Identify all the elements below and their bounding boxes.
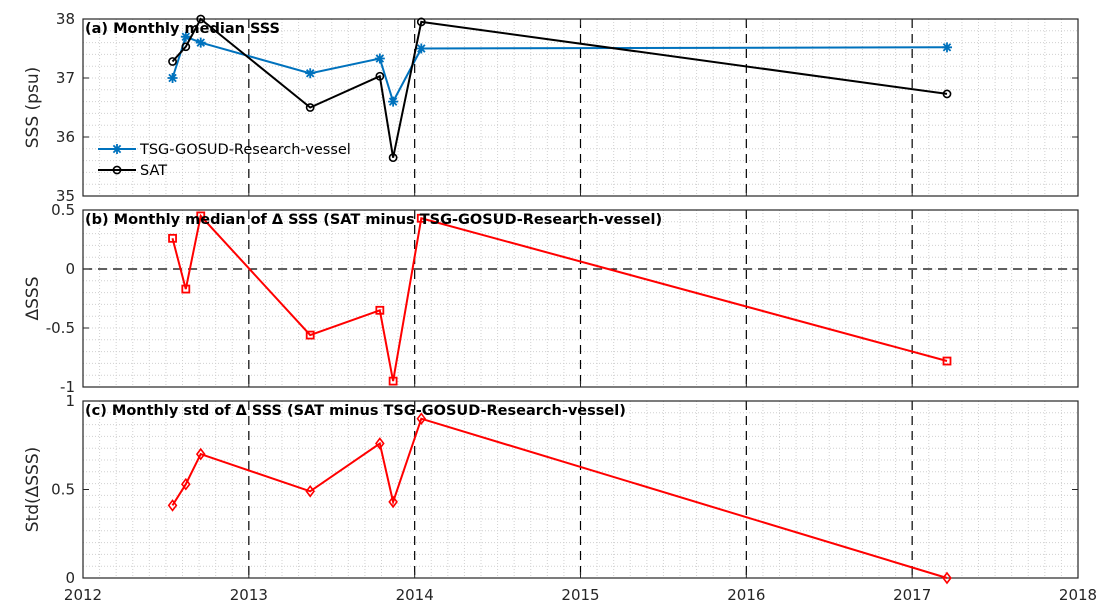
data-point (388, 376, 398, 386)
y-tick-label: 0.5 (51, 481, 75, 499)
data-point (305, 68, 316, 79)
data-point (942, 356, 952, 366)
panel-title: (c) Monthly std of Δ SSS (SAT minus TSG-… (85, 403, 626, 419)
grid-lines (83, 401, 1078, 578)
y-tick-label: -0.5 (46, 319, 75, 337)
data-point (167, 499, 178, 512)
panel-3: 2012 2013 2014 2015 2016 2017 2018 0 0.5 1 Std(ΔSS… (23, 392, 1097, 604)
series-line (171, 417, 948, 579)
panel-title: (b) Monthly median of Δ SSS (SAT minus T… (85, 212, 662, 228)
data-point (416, 412, 427, 426)
data-point (168, 57, 177, 66)
y-tick-label: 38 (56, 10, 75, 28)
data-point (195, 37, 206, 48)
legend: TSG-GOSUD-Research-vessel SAT (98, 142, 351, 179)
data-point (181, 477, 191, 491)
grid-lines (83, 19, 1078, 196)
series-tsg-gosud-research-vessel (167, 31, 952, 107)
data-point (416, 213, 426, 223)
x-tick-label: 2018 (1059, 586, 1097, 604)
data-point (388, 495, 398, 509)
data-point (196, 211, 206, 221)
data-point (375, 437, 385, 450)
panel-title: (a) Monthly median SSS (85, 21, 280, 37)
x-tick-label: 2014 (396, 586, 434, 604)
y-axis-label: ΔSSS (23, 276, 43, 320)
data-point (305, 484, 315, 498)
data-point (942, 89, 952, 99)
y-tick-label: 35 (56, 187, 75, 205)
data-point (416, 17, 426, 27)
y-axis-label: SSS (psu) (23, 67, 43, 148)
data-point (181, 42, 191, 52)
data-point (305, 330, 315, 340)
series-line (171, 17, 948, 158)
y-axis-label: Std(ΔSSS) (23, 447, 43, 533)
y-tick-label: 0 (65, 569, 75, 587)
x-tick-label: 2017 (893, 586, 931, 604)
panel-1: 35 36 37 38 SSS (psu) (a) Monthly median SSS T… (23, 10, 1079, 205)
data-point (416, 43, 427, 54)
x-tick-label: 2012 (64, 586, 102, 604)
y-tick-label: 1 (65, 392, 75, 410)
series-line (171, 35, 948, 105)
y-tick-label: 36 (56, 128, 75, 146)
data-point (167, 73, 178, 83)
x-tick-label: 2015 (561, 586, 599, 604)
panel-2: -1 -0.5 0 0.5 ΔSSS (b) Monthly median of Δ SS… (23, 201, 1079, 396)
legend-marker (112, 165, 122, 175)
y-tick-label: 0.5 (51, 201, 75, 219)
series-line (171, 213, 948, 382)
grid-lines (83, 210, 1078, 387)
series-delta-sss (168, 211, 952, 386)
y-tick-label: 0 (65, 260, 75, 278)
series-sat (168, 14, 952, 163)
x-tick-label: 2013 (230, 586, 268, 604)
data-point (942, 571, 952, 585)
y-tick-label: -1 (60, 378, 75, 396)
data-point (195, 447, 206, 461)
data-point (180, 31, 191, 42)
data-point (374, 53, 385, 64)
data-point (388, 96, 399, 107)
x-tick-label: 2016 (727, 586, 765, 604)
legend-label: TSG-GOSUD-Research-vessel (139, 142, 351, 158)
data-point (941, 42, 952, 53)
data-point (181, 284, 191, 294)
data-point (196, 14, 206, 24)
data-point (168, 233, 177, 243)
y-tick-label: 37 (56, 69, 75, 87)
data-point (388, 153, 398, 163)
legend-marker (112, 144, 122, 154)
series-delta-sss (167, 412, 952, 585)
data-point (375, 305, 385, 315)
data-point (375, 71, 385, 81)
legend-label: SAT (140, 163, 167, 179)
data-point (305, 103, 315, 112)
